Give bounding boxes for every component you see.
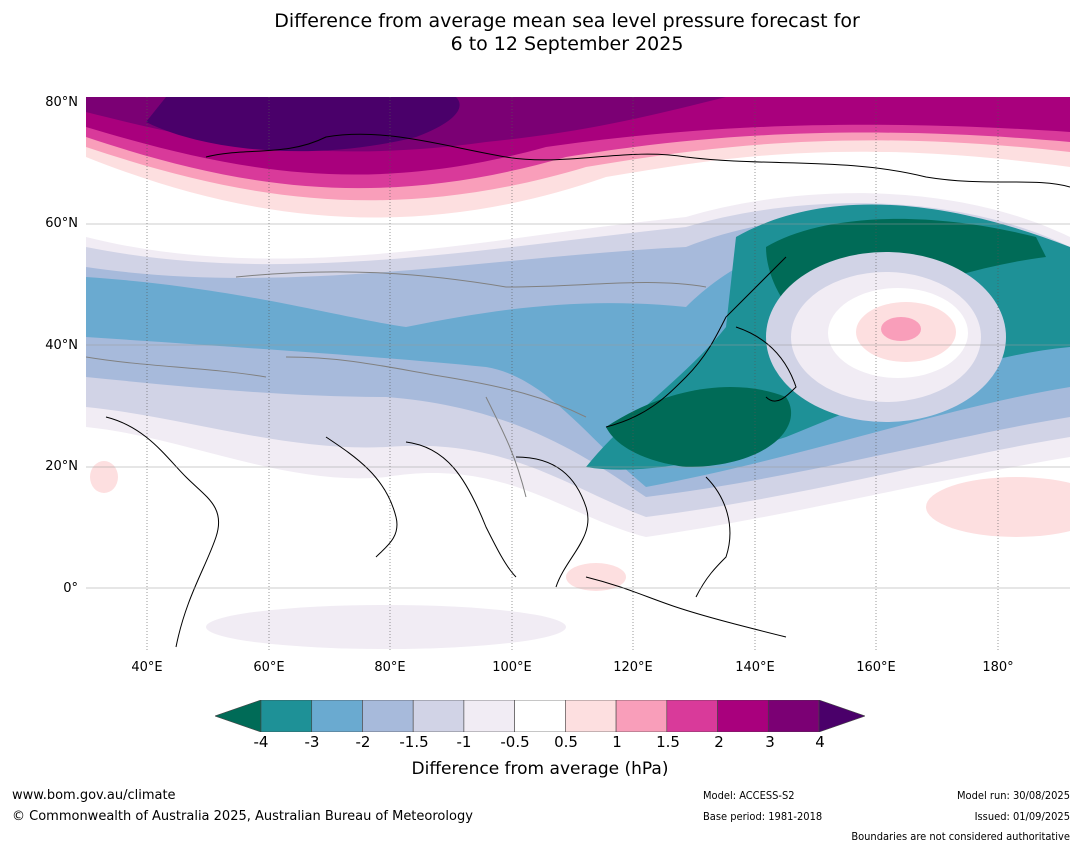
colorbar-segment — [767, 700, 820, 732]
colorbar-tick: 1.5 — [656, 733, 680, 751]
lon-label-160e: 160°E — [856, 660, 896, 675]
colorbar-tick: 0.5 — [554, 733, 578, 751]
contour-pos-patch-borneo — [566, 563, 626, 591]
lat-label-0: 0° — [63, 581, 78, 596]
colorbar — [215, 700, 865, 732]
footer-boundaries-note: Boundaries are not considered authoritat… — [851, 830, 1070, 843]
lon-label-80e: 80°E — [374, 660, 406, 675]
colorbar-segment — [717, 700, 769, 732]
contour-pos-patch-west — [90, 461, 118, 493]
colorbar-tick: -4 — [253, 733, 269, 751]
colorbar-tick: 2 — [714, 733, 724, 751]
colorbar-segment — [412, 700, 465, 732]
footer-url: www.bom.gov.au/climate — [12, 788, 176, 803]
colorbar-extend-high — [818, 700, 865, 732]
map-svg — [86, 97, 1070, 650]
colorbar-tick: 4 — [815, 733, 825, 751]
colorbar-segment — [362, 700, 414, 732]
parallels — [86, 223, 1070, 589]
colorbar-segment — [311, 700, 363, 732]
footer-model-run: Model run: 30/08/2025 — [957, 789, 1070, 802]
colorbar-tick: -3 — [304, 733, 320, 751]
colorbar-segment — [565, 700, 617, 732]
colorbar-segment — [666, 700, 718, 732]
colorbar-label: Difference from average (hPa) — [411, 759, 669, 779]
colorbar-tick: 3 — [765, 733, 775, 751]
title-line-1: Difference from average mean sea level p… — [274, 10, 860, 32]
footer-copyright: © Commonwealth of Australia 2025, Austra… — [12, 809, 473, 824]
colorbar-extend-low — [215, 700, 262, 732]
contour-pos-patch-east — [926, 477, 1070, 537]
colorbar-segment — [260, 700, 313, 732]
graticule — [146, 97, 999, 650]
contour-neg-patch-equator — [206, 605, 566, 649]
lon-label-120e: 120°E — [613, 660, 653, 675]
colorbar-tick: -1 — [456, 733, 472, 751]
footer-issued: Issued: 01/09/2025 — [974, 810, 1070, 823]
colorbar-segment — [463, 700, 515, 732]
lat-label-80n: 80°N — [45, 95, 78, 110]
lat-label-20n: 20°N — [45, 459, 78, 474]
lon-label-60e: 60°E — [253, 660, 285, 675]
country-borders — [86, 271, 707, 498]
colorbar-segment — [514, 700, 566, 732]
title-line-2: 6 to 12 September 2025 — [450, 33, 684, 55]
footer-base-period: Base period: 1981-2018 — [703, 810, 823, 823]
coastlines — [105, 133, 1070, 648]
colorbar-segment — [615, 700, 668, 732]
footer-model: Model: ACCESS-S2 — [703, 789, 795, 802]
pressure-anomaly-map — [86, 97, 1070, 650]
map-title: Difference from average mean sea level p… — [0, 10, 1081, 56]
colorbar-tick: -2 — [355, 733, 371, 751]
lat-label-40n: 40°N — [45, 338, 78, 353]
lat-label-60n: 60°N — [45, 216, 78, 231]
colorbar-tick: -1.5 — [399, 733, 429, 751]
colorbar-tick: 1 — [612, 733, 622, 751]
lon-label-40e: 40°E — [131, 660, 163, 675]
lon-label-180: 180° — [982, 660, 1014, 675]
lon-label-100e: 100°E — [492, 660, 532, 675]
contour-pos-4 — [146, 97, 460, 152]
contour-high-1 — [881, 317, 921, 341]
colorbar-tick: -0.5 — [500, 733, 530, 751]
lon-label-140e: 140°E — [735, 660, 775, 675]
